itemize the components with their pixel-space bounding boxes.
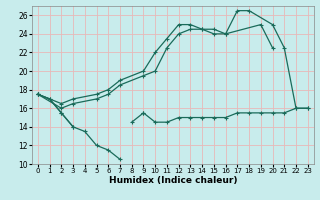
X-axis label: Humidex (Indice chaleur): Humidex (Indice chaleur) (108, 176, 237, 185)
